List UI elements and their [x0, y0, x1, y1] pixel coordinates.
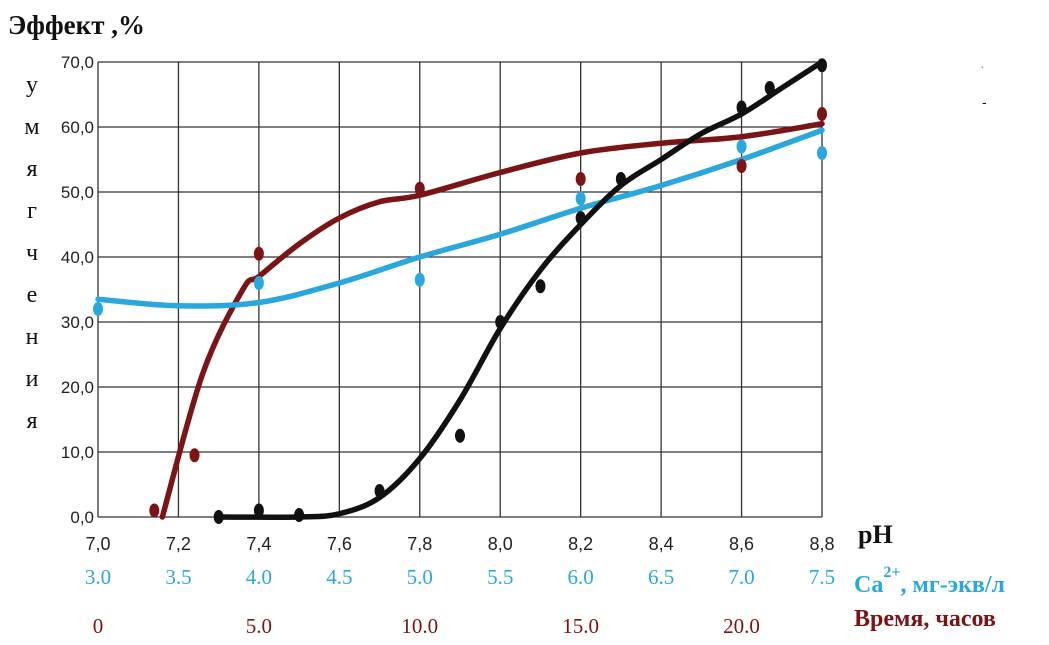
x-tick-label-ph: 8,6 [729, 534, 754, 554]
data-point [535, 279, 546, 294]
stray-mark: - [982, 94, 987, 110]
x-tick-label-ca: 4.5 [326, 565, 352, 589]
data-point [495, 315, 506, 329]
stray-mark: · [980, 58, 985, 74]
data-point [736, 159, 747, 173]
x-axis-ph-title: pH [858, 520, 893, 549]
x-tick-label-ph: 8,0 [488, 534, 513, 554]
data-point [575, 191, 586, 206]
y-tick-label: 30,0 [61, 313, 94, 332]
series-line [95, 127, 825, 309]
x-tick-label-ph: 7,0 [85, 534, 110, 554]
data-point [414, 181, 425, 196]
data-point [575, 211, 586, 225]
x-tick-label-ca: 4.0 [246, 565, 272, 589]
x-tick-label-ca: 7.5 [809, 565, 835, 589]
series-line [215, 59, 825, 520]
y-axis-vertical-letter: у [26, 72, 38, 98]
data-point [253, 503, 264, 518]
x-tick-label-ca: 5.0 [407, 565, 433, 589]
data-point [93, 302, 103, 316]
data-point [213, 510, 224, 524]
data-point [764, 81, 775, 95]
data-point [294, 508, 305, 523]
data-point [575, 172, 586, 186]
data-point [817, 146, 827, 160]
data-point [253, 276, 264, 290]
y-axis-vertical-letter: г [27, 198, 37, 224]
x-tick-label-ca: 6.5 [648, 565, 674, 589]
x-tick-label-time: 20.0 [723, 614, 760, 638]
ca-title-sup: 2+ [883, 564, 901, 581]
y-axis-vertical-letter: н [25, 324, 39, 350]
data-point [817, 107, 827, 121]
x-tick-label-time: 5.0 [246, 614, 272, 638]
y-axis-vertical-letter: м [24, 114, 40, 140]
y-tick-label: 60,0 [61, 118, 94, 137]
x-tick-label-ph: 8,4 [649, 534, 674, 554]
y-tick-label: 10,0 [61, 443, 94, 462]
x-tick-label-ph: 7,6 [327, 534, 352, 554]
x-tick-label-ca: 3.0 [85, 565, 111, 589]
x-tick-label-ph: 7,2 [166, 534, 191, 554]
y-axis-vertical-letter: е [26, 282, 38, 308]
data-point [736, 100, 747, 115]
y-axis-title: Эффект ,% [8, 10, 145, 40]
y-tick-label: 40,0 [61, 248, 94, 267]
data-point [374, 484, 385, 498]
x-tick-label-time: 10.0 [401, 614, 438, 638]
data-point [817, 58, 827, 73]
x-tick-label-ph: 7,8 [407, 534, 432, 554]
y-axis-vertical-letter: я [26, 408, 38, 434]
data-point [736, 139, 747, 154]
data-point [615, 172, 626, 186]
x-tick-label-ca: 7.0 [728, 565, 754, 589]
x-tick-label-time: 15.0 [562, 614, 599, 638]
data-point [253, 246, 264, 261]
y-axis-vertical-letter: я [26, 156, 38, 182]
x-tick-label-ph: 8,8 [809, 534, 834, 554]
x-tick-label-ph: 7,4 [246, 534, 271, 554]
data-point [189, 448, 200, 463]
y-tick-label: 0,0 [70, 508, 94, 527]
x-tick-label-ca: 5.5 [487, 565, 513, 589]
data-point [149, 503, 160, 518]
x-tick-label-ph: 8,2 [568, 534, 593, 554]
x-axis-time-title: Время, часов [854, 606, 996, 632]
data-point [455, 428, 465, 443]
y-tick-label: 70,0 [61, 53, 94, 72]
x-tick-label-ca: 6.0 [568, 565, 594, 589]
y-tick-label: 20,0 [61, 378, 94, 397]
data-point [414, 272, 425, 287]
y-tick-label: 50,0 [61, 183, 94, 202]
x-axis-ca-title: Ca2+, мг-экв/л [854, 564, 1005, 599]
x-tick-label-time: 0 [93, 614, 104, 638]
ca-title-main: Ca [854, 572, 884, 598]
y-axis-vertical-letter: ч [25, 240, 39, 266]
y-axis-vertical-letter: и [25, 366, 39, 392]
ca-title-suffix: , мг-экв/л [900, 572, 1005, 598]
x-tick-label-ca: 3.5 [165, 565, 191, 589]
series-line [159, 121, 825, 520]
